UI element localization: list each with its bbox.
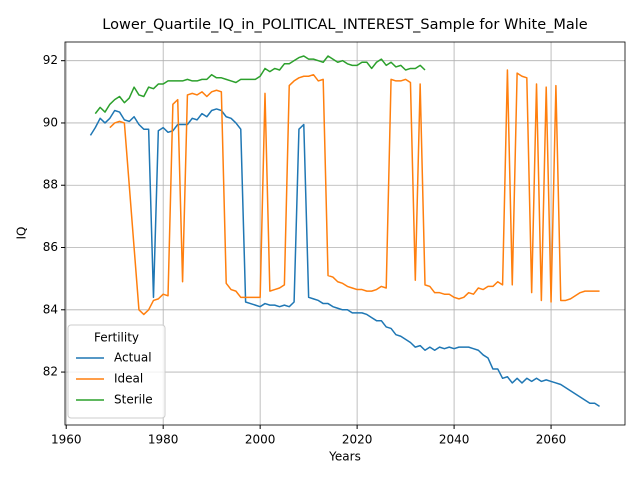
legend-label: Ideal [114, 372, 143, 386]
x-tick-label: 2040 [439, 433, 470, 447]
y-tick-label: 86 [43, 240, 58, 254]
axes-frame [64, 41, 626, 426]
y-tick-label: 90 [43, 115, 58, 129]
chart-title: Lower_Quartile_IQ_in_POLITICAL_INTEREST_… [102, 17, 588, 33]
legend-title: Fertility [94, 331, 139, 345]
legend: Fertility Actual Ideal Sterile [67, 324, 166, 419]
x-tick-label: 2020 [342, 433, 373, 447]
x-tick-label: 2000 [245, 433, 276, 447]
series-line [89, 108, 600, 407]
y-tick-label: 82 [43, 365, 58, 379]
series-line [109, 69, 600, 316]
legend-label: Sterile [114, 393, 153, 407]
y-axis-label: IQ [15, 227, 29, 240]
legend-label: Actual [114, 351, 152, 365]
y-tick-label: 88 [43, 178, 58, 192]
series-line [94, 55, 426, 115]
y-tick-label: 92 [43, 53, 58, 67]
x-tick-label: 2060 [536, 433, 567, 447]
x-tick-label: 1980 [148, 433, 179, 447]
y-tick-label: 84 [43, 302, 58, 316]
x-axis-label: Years [328, 450, 361, 464]
x-tick-label: 1960 [51, 433, 82, 447]
legend-box [67, 324, 166, 419]
